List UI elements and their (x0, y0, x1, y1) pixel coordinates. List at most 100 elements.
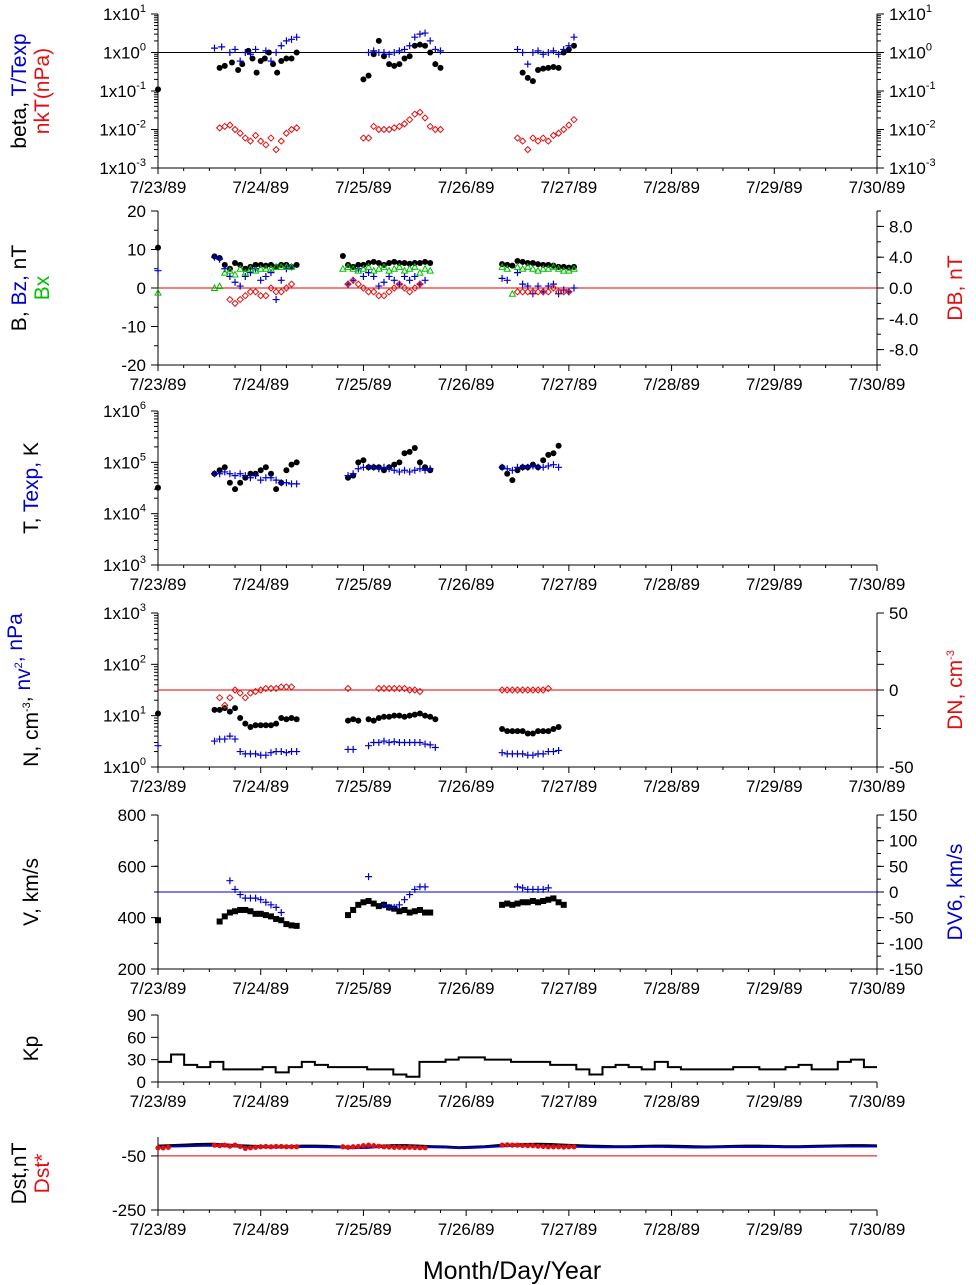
data-point (216, 64, 223, 71)
data-point (539, 134, 547, 142)
data-point (508, 466, 516, 474)
data-point (287, 683, 296, 691)
data-point (246, 474, 254, 482)
data-point (386, 259, 393, 266)
data-point (385, 465, 393, 473)
data-point (549, 461, 557, 469)
data-point (215, 282, 224, 290)
x-tick-label: 7/30/89 (849, 979, 906, 998)
data-point (354, 465, 362, 473)
series-1 (210, 461, 563, 488)
data-point (555, 724, 562, 731)
data-point (396, 712, 403, 719)
data-point (354, 265, 362, 273)
data-point (380, 737, 388, 745)
data-point (273, 915, 280, 922)
data-point (365, 49, 373, 56)
data-point (218, 43, 226, 51)
data-point (370, 463, 378, 471)
data-point (231, 278, 239, 286)
data-point (411, 33, 419, 41)
data-point (416, 710, 423, 717)
data-point (421, 276, 429, 284)
data-point (396, 908, 403, 915)
data-point (257, 722, 264, 729)
data-point (416, 739, 424, 747)
data-point (217, 1143, 223, 1149)
data-point (529, 49, 537, 56)
data-point (385, 684, 393, 693)
y-right-tick-label: 1x10-2 (889, 119, 936, 140)
data-point (513, 288, 522, 296)
data-point (405, 115, 414, 124)
x-tick-label: 7/28/89 (643, 1092, 700, 1111)
data-point (273, 263, 280, 270)
data-point (246, 264, 255, 272)
data-point (354, 280, 363, 288)
x-tick-label: 7/27/89 (540, 1220, 597, 1239)
panel-velocity: 7/23/89 7/24/89 7/25/89 7/26/89 7/27/89 7/28/… (118, 806, 923, 998)
data-point (365, 1142, 372, 1148)
data-point (426, 465, 434, 473)
data-point (523, 262, 532, 270)
data-point (246, 50, 254, 58)
data-point (411, 110, 419, 118)
data-point (544, 462, 552, 470)
data-point (534, 137, 542, 145)
series-line (158, 1053, 877, 1078)
x-tick-label: 7/30/89 (849, 178, 906, 197)
data-point (508, 289, 517, 297)
data-point (535, 899, 542, 906)
data-point (155, 917, 161, 924)
data-point (518, 137, 527, 145)
x-tick-label: 7/23/89 (130, 575, 187, 594)
data-point (344, 684, 352, 693)
y-tick-label: -250 (112, 1201, 146, 1220)
y-right-tick-label: 8.0 (889, 217, 913, 236)
data-point (534, 47, 542, 55)
data-point (412, 1144, 418, 1151)
data-point (267, 474, 275, 482)
data-point (436, 47, 444, 55)
data-point (550, 64, 557, 71)
data-point (421, 883, 429, 891)
data-point (391, 62, 398, 69)
data-point (570, 115, 578, 124)
data-point (390, 276, 398, 284)
data-point (565, 46, 572, 53)
data-point (288, 922, 295, 929)
data-point (554, 264, 563, 272)
data-point (267, 264, 275, 272)
data-point (241, 472, 249, 480)
data-point (365, 742, 373, 750)
x-tick-label: 7/25/89 (335, 1220, 392, 1239)
y-right-tick-label: 150 (889, 806, 917, 825)
data-point (370, 717, 377, 724)
data-point (520, 1142, 526, 1148)
data-point (416, 687, 424, 696)
data-point (226, 909, 233, 916)
data-point (431, 45, 439, 53)
data-point (529, 134, 537, 142)
x-tick-label: 7/24/89 (232, 1092, 289, 1111)
data-point (226, 877, 234, 885)
data-point (252, 1144, 259, 1150)
data-point (247, 470, 254, 477)
data-point (277, 42, 285, 50)
data-point (344, 472, 352, 480)
data-point (529, 897, 536, 904)
data-point (530, 1143, 536, 1149)
data-point (349, 276, 357, 285)
data-point (221, 464, 228, 471)
data-point (416, 108, 424, 116)
data-point (544, 288, 553, 296)
data-point (554, 129, 563, 137)
data-point (350, 716, 357, 723)
data-point (529, 686, 537, 694)
data-point (252, 750, 260, 758)
data-point (210, 283, 219, 291)
data-point (380, 262, 388, 270)
data-point (534, 686, 542, 694)
data-point (262, 722, 269, 729)
data-point (262, 751, 270, 759)
